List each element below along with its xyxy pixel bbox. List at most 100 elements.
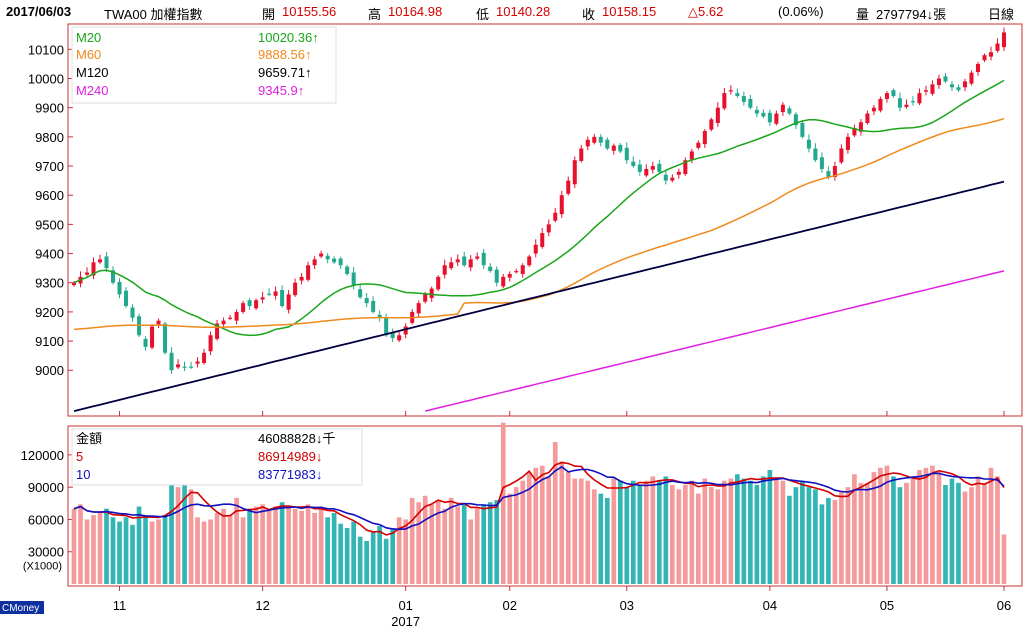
volume-bar — [97, 512, 103, 584]
volume-bar — [130, 524, 135, 584]
candle-body — [514, 271, 519, 273]
legend-m240-value: 9345.9↑ — [258, 83, 304, 98]
candle-body — [332, 258, 337, 263]
volume-bar — [962, 491, 968, 584]
candle-body — [533, 244, 538, 254]
candlesticks — [71, 27, 1007, 375]
candle-body — [696, 142, 701, 148]
volume-bar — [104, 508, 109, 584]
candle-body — [202, 352, 207, 363]
volume-axis: 120000 90000 60000 30000(X1000) — [21, 448, 73, 573]
volume-bar — [761, 476, 766, 584]
candle-body — [117, 281, 122, 295]
candle-body — [917, 93, 922, 104]
volume-bar — [936, 472, 942, 584]
candle-body — [91, 262, 96, 276]
volume-bar — [305, 504, 311, 584]
candle-body — [819, 157, 824, 169]
volume-bar — [266, 510, 272, 584]
volume-bars — [71, 422, 1007, 584]
ma20-line — [73, 79, 1005, 337]
candle-body — [364, 298, 369, 304]
volume-bar — [793, 487, 799, 584]
candle-body — [429, 288, 434, 299]
legend-m240-name: M240 — [76, 83, 109, 98]
candle-body — [189, 366, 194, 368]
volume-bar — [819, 504, 825, 584]
volume-bar — [650, 476, 656, 584]
price-legend: M20 10020.36↑ M60 9888.56↑ M120 9659.71↑… — [76, 30, 319, 98]
candle-body — [494, 269, 499, 283]
volume-bar — [995, 476, 1000, 584]
volume-bar — [604, 497, 610, 584]
volume-bar — [435, 500, 441, 584]
volume-bar — [943, 485, 948, 584]
candle-body — [1001, 32, 1007, 48]
volume-bar — [78, 504, 83, 584]
volume-bar — [117, 521, 122, 584]
volume-bar — [481, 504, 487, 584]
candle-body — [884, 93, 889, 99]
volume-tick-label: 60000 — [28, 512, 64, 527]
volume-bar — [513, 487, 519, 584]
candle-body — [995, 43, 1000, 51]
legend-amount-name: 金額 — [76, 431, 102, 446]
volume-bar — [143, 515, 148, 584]
candle-body — [644, 168, 649, 176]
candle-body — [949, 84, 954, 88]
candle-body — [156, 320, 161, 325]
volume-bar — [455, 506, 461, 584]
price-tick-label: 9100 — [35, 334, 64, 349]
volume-bar — [312, 512, 317, 584]
volume-bar — [461, 504, 467, 584]
ma240-line — [425, 270, 1005, 412]
volume-bar — [84, 519, 90, 584]
volume-bar — [624, 487, 630, 584]
volume-bar — [234, 497, 239, 584]
volume-bar — [813, 489, 818, 584]
volume-bar — [533, 467, 539, 584]
volume-bar — [344, 528, 350, 584]
candle-body — [774, 113, 779, 124]
candle-body — [150, 326, 155, 348]
volume-bar — [247, 508, 252, 584]
volume-bar — [1001, 534, 1007, 584]
candle-body — [104, 256, 109, 269]
candle-body — [338, 258, 343, 266]
candle-body — [501, 276, 506, 287]
volume-bar — [728, 478, 734, 584]
candle-body — [182, 366, 187, 368]
volume-bar — [695, 493, 701, 584]
volume-bar — [286, 506, 291, 584]
candle-body — [598, 136, 603, 143]
volume-bar — [845, 487, 851, 584]
candle-body — [663, 174, 668, 181]
volume-bar — [839, 491, 844, 584]
volume-bar — [409, 497, 415, 584]
volume-bar — [221, 508, 226, 584]
legend-m60-name: M60 — [76, 47, 101, 62]
volume-bar — [669, 485, 675, 584]
candle-body — [507, 273, 512, 278]
candle-body — [930, 84, 935, 94]
volume-bar — [754, 485, 760, 584]
candle-body — [455, 259, 460, 263]
volume-bar — [318, 506, 324, 584]
candle-body — [228, 317, 233, 319]
candle-body — [97, 259, 103, 263]
candle-body — [527, 256, 532, 266]
volume-bar — [975, 476, 981, 584]
volume-tick-label: 120000 — [21, 448, 64, 463]
volume-bar — [923, 467, 929, 584]
high-label: 高 — [368, 7, 382, 22]
candle-body — [618, 144, 623, 152]
candle-body — [299, 276, 304, 281]
candle-body — [865, 113, 870, 123]
candle-body — [579, 148, 584, 161]
candle-body — [234, 311, 239, 321]
volume-bar — [383, 538, 389, 584]
volume-bar — [422, 495, 428, 584]
quote-date: 2017/06/03 — [6, 4, 72, 19]
volume-bar — [325, 517, 330, 584]
volume-bar — [188, 489, 194, 584]
